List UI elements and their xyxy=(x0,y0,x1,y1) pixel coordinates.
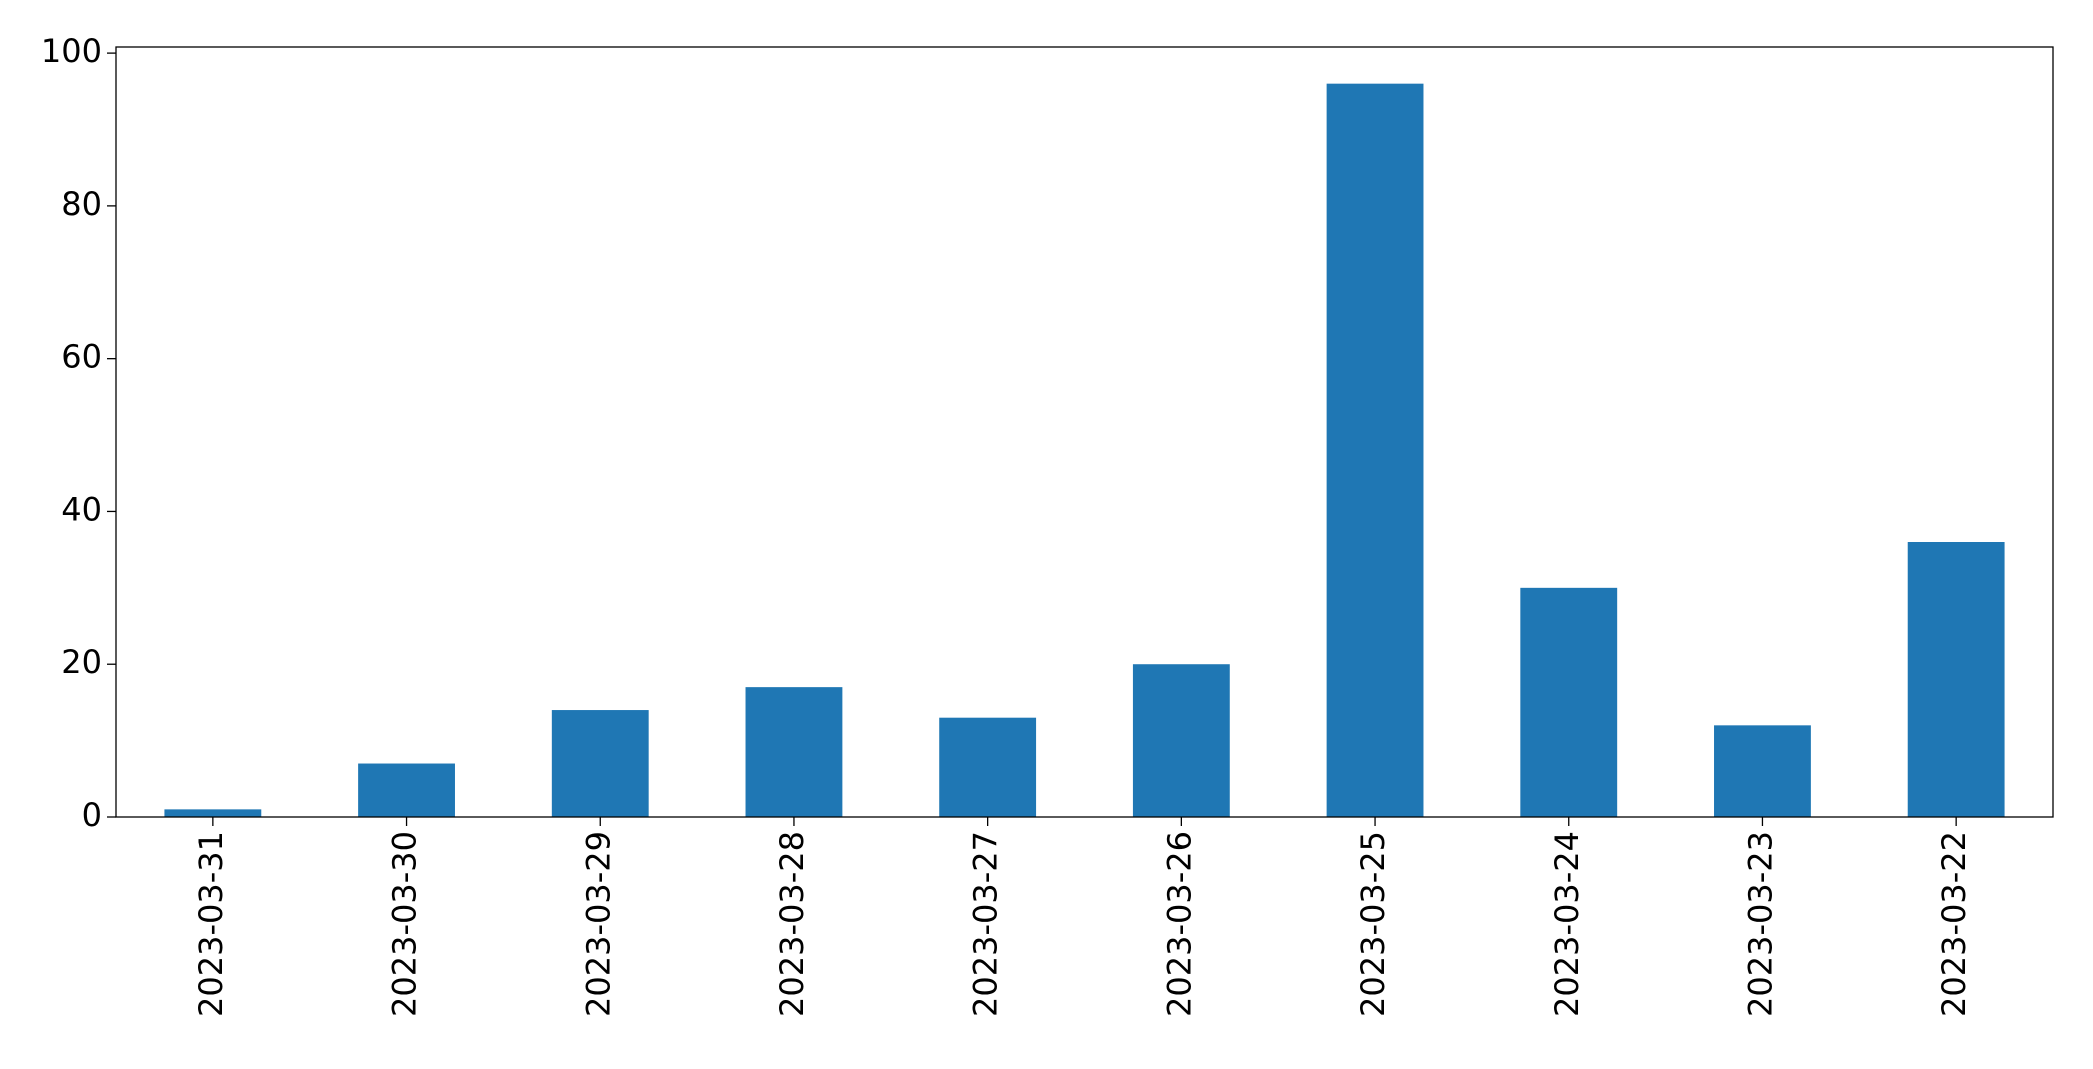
y-tick-label: 20 xyxy=(61,643,102,681)
x-tick-label: 2023-03-28 xyxy=(773,831,811,1017)
y-tick-label: 80 xyxy=(61,185,102,223)
x-tick-label: 2023-03-31 xyxy=(192,831,230,1017)
bar xyxy=(1132,664,1230,817)
y-tick-label: 40 xyxy=(61,490,102,528)
y-tick-label: 0 xyxy=(82,796,102,834)
bar xyxy=(1907,542,2005,817)
y-tick-label: 60 xyxy=(61,338,102,376)
bar xyxy=(1714,725,1811,817)
x-tick-label: 2023-03-26 xyxy=(1160,831,1198,1017)
x-tick-label: 2023-03-23 xyxy=(1741,831,1779,1017)
bar xyxy=(745,687,843,817)
bar xyxy=(1520,587,1618,817)
y-tick-label: 100 xyxy=(41,32,102,70)
x-tick-label: 2023-03-29 xyxy=(579,831,617,1017)
x-tick-label: 2023-03-22 xyxy=(1935,831,1973,1017)
bar xyxy=(358,763,455,817)
x-tick-label: 2023-03-27 xyxy=(967,831,1005,1017)
x-tick-label: 2023-03-24 xyxy=(1548,831,1586,1017)
bar xyxy=(551,710,649,817)
bar xyxy=(939,717,1037,817)
x-tick-label: 2023-03-25 xyxy=(1354,831,1392,1017)
bar xyxy=(164,809,262,817)
bar xyxy=(1326,83,1424,817)
x-tick-label: 2023-03-30 xyxy=(386,831,424,1017)
plot-frame xyxy=(115,46,2054,818)
